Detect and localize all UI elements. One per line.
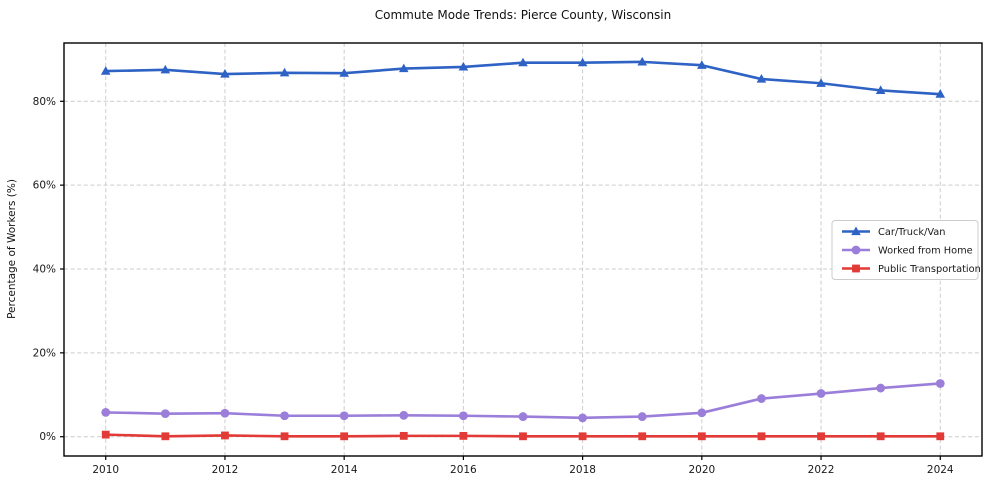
x-tick-label: 2020 [688, 464, 715, 476]
data-point [756, 74, 767, 83]
chart-title: Commute Mode Trends: Pierce County, Wisc… [374, 8, 672, 22]
data-point [160, 64, 171, 74]
x-tick-label: 2022 [808, 464, 835, 476]
data-point [577, 57, 588, 67]
data-point [279, 67, 290, 77]
data-point [160, 409, 170, 419]
data-point [637, 412, 647, 421]
data-point [519, 432, 527, 441]
data-point [101, 430, 110, 439]
data-point [399, 410, 409, 420]
data-point [339, 411, 349, 421]
data-point [518, 57, 528, 67]
series-line-triangle [104, 60, 942, 96]
y-tick-label: 40% [33, 263, 56, 275]
data-point [697, 408, 707, 418]
data-point [399, 431, 408, 440]
data-point [459, 431, 468, 440]
data-point [936, 432, 945, 441]
data-point [101, 407, 111, 417]
data-point [817, 432, 825, 441]
data-point [398, 63, 409, 73]
y-tick-label: 80% [33, 96, 56, 108]
legend-swatch-marker [851, 245, 861, 255]
legend-label: Public Transportation [878, 264, 981, 275]
data-point [458, 61, 469, 71]
legend-swatch-marker [852, 264, 860, 273]
x-tick-label: 2010 [92, 464, 119, 476]
y-tick-label: 20% [33, 347, 56, 359]
data-point [876, 383, 886, 393]
data-point [578, 432, 587, 441]
data-point [220, 69, 230, 78]
x-tick-label: 2012 [212, 464, 239, 476]
data-point [161, 432, 170, 441]
data-point [637, 56, 648, 66]
x-tick-label: 2016 [450, 464, 477, 476]
data-point [757, 394, 766, 403]
legend-label: Car/Truck/Van [878, 227, 945, 238]
data-point [340, 432, 349, 441]
plot-border [63, 42, 983, 457]
data-point [816, 389, 826, 398]
data-point [935, 89, 946, 98]
x-tick-label: 2014 [331, 464, 358, 476]
data-point [280, 411, 289, 421]
y-tick-label: 60% [33, 180, 56, 192]
legend-label: Worked from Home [878, 246, 973, 257]
legend-swatch-marker [851, 226, 861, 236]
x-tick-label: 2018 [569, 464, 596, 476]
data-point [339, 68, 349, 77]
y-tick-label: 0% [39, 431, 56, 443]
data-point [697, 60, 707, 69]
data-point [220, 408, 230, 418]
data-point [816, 78, 826, 87]
data-point [458, 411, 468, 421]
data-point [221, 431, 229, 440]
data-point [100, 66, 111, 75]
data-point [578, 413, 588, 423]
data-point [757, 432, 766, 441]
legend-box [831, 220, 979, 280]
data-point [280, 432, 289, 441]
data-point [935, 379, 945, 388]
data-point [638, 432, 647, 441]
data-point [518, 412, 528, 421]
data-point [875, 85, 886, 94]
data-point [697, 432, 706, 441]
x-tick-label: 2024 [927, 464, 954, 476]
data-point [876, 432, 885, 441]
